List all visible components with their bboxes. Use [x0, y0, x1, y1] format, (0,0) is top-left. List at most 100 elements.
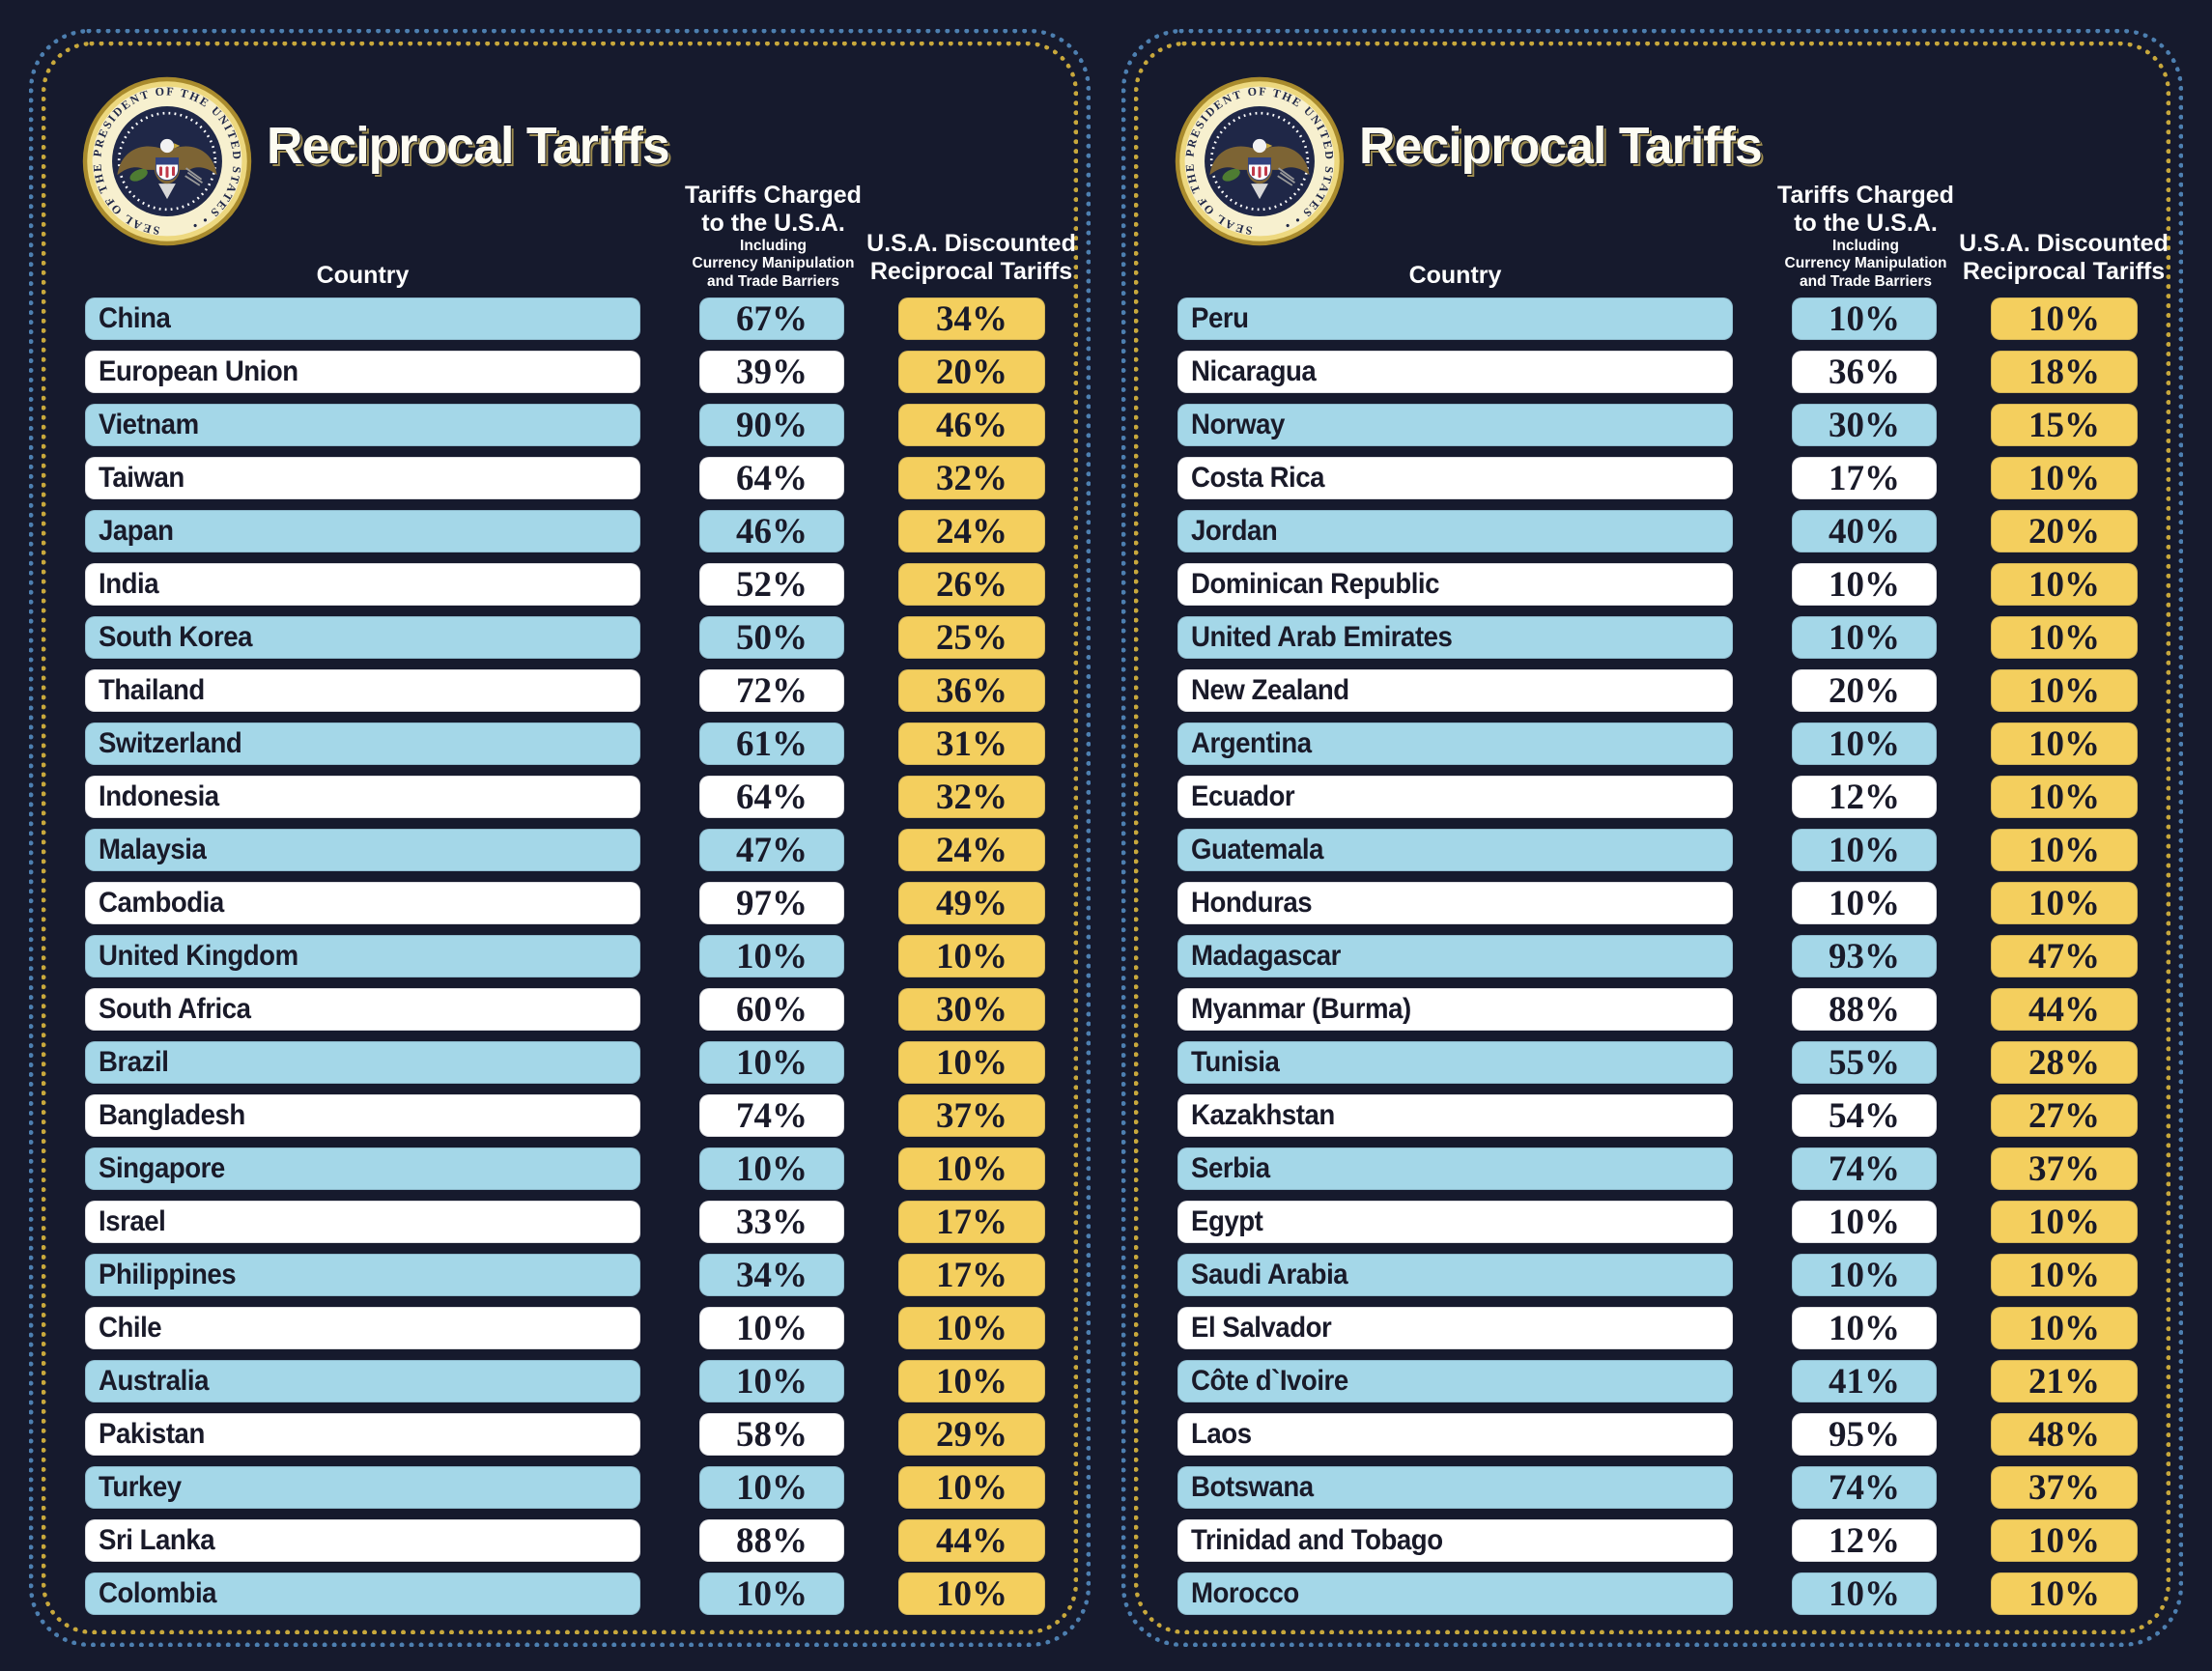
discounted-value-cell-label: 10% [2028, 617, 2100, 658]
charged-value-cell-label: 10% [736, 1308, 808, 1348]
country-cell: Côte d`Ivoire [1177, 1360, 1733, 1402]
charged-value-cell-label: 97% [736, 883, 808, 923]
country-cell-label: Ecuador [1191, 780, 1295, 812]
country-cell: United Arab Emirates [1177, 616, 1733, 659]
country-cell-label: Norway [1191, 409, 1285, 440]
charged-value-cell: 30% [1792, 404, 1937, 446]
table-row: Nicaragua 36% 18% [1177, 351, 2177, 393]
country-cell: Morocco [1177, 1572, 1733, 1615]
country-cell: New Zealand [1177, 669, 1733, 712]
country-cell-label: United Kingdom [99, 940, 298, 972]
discounted-value-cell-label: 10% [2028, 298, 2100, 339]
country-cell: Nicaragua [1177, 351, 1733, 393]
charged-value-cell-label: 74% [736, 1095, 808, 1136]
charged-value-cell: 34% [699, 1254, 844, 1296]
discounted-value-cell: 10% [1991, 1519, 2138, 1562]
discounted-value-cell: 21% [1991, 1360, 2138, 1402]
charged-value-cell-label: 72% [736, 670, 808, 711]
country-cell: Philippines [85, 1254, 640, 1296]
charged-value-cell: 61% [699, 722, 844, 765]
discounted-value-cell: 48% [1991, 1413, 2138, 1456]
table-row: United Kingdom 10% 10% [85, 935, 1085, 977]
discounted-value-cell-label: 46% [936, 405, 1007, 445]
discounted-value-cell: 44% [1991, 988, 2138, 1031]
discounted-value-cell: 10% [1991, 1572, 2138, 1615]
country-cell-label: El Salvador [1191, 1312, 1332, 1344]
charged-value-cell-label: 50% [736, 617, 808, 658]
charged-value-cell: 10% [1792, 1201, 1937, 1243]
table-row: Norway 30% 15% [1177, 404, 2177, 446]
column-header-discounted: U.S.A. Discounted Reciprocal Tariffs [1931, 230, 2197, 286]
tariff-panel-left: Reciprocal Tariffs Country Tariffs Charg… [29, 29, 1091, 1647]
discounted-value-cell-label: 20% [936, 352, 1007, 392]
country-cell-label: Singapore [99, 1152, 225, 1184]
country-cell: Norway [1177, 404, 1733, 446]
table-row: Cambodia 97% 49% [85, 882, 1085, 924]
discounted-value-cell-label: 25% [936, 617, 1007, 658]
discounted-value-cell: 27% [1991, 1094, 2138, 1137]
panel-border: Reciprocal Tariffs Country Tariffs Charg… [1134, 42, 2170, 1634]
discounted-value-cell-label: 10% [2028, 777, 2100, 817]
country-cell: China [85, 297, 640, 340]
country-cell-label: Cambodia [99, 887, 224, 919]
charged-value-cell: 40% [1792, 510, 1937, 552]
table-row: Tunisia 55% 28% [1177, 1041, 2177, 1084]
country-cell-label: Laos [1191, 1418, 1252, 1450]
discounted-value-cell: 32% [898, 457, 1045, 499]
table-row: Malaysia 47% 24% [85, 829, 1085, 871]
discounted-value-cell: 46% [898, 404, 1045, 446]
country-cell-label: India [99, 568, 159, 600]
table-row: Vietnam 90% 46% [85, 404, 1085, 446]
country-cell-label: Tunisia [1191, 1046, 1280, 1078]
country-cell-label: South Korea [99, 621, 253, 653]
charged-value-cell-label: 17% [1829, 458, 1900, 498]
charged-value-cell: 97% [699, 882, 844, 924]
column-header-charged: Tariffs Charged to the U.S.A. Including … [1762, 182, 1970, 291]
discounted-value-cell: 10% [898, 1041, 1045, 1084]
charged-value-cell: 10% [1792, 297, 1937, 340]
discounted-value-cell-label: 10% [936, 1361, 1007, 1402]
country-cell: Botswana [1177, 1466, 1733, 1509]
charged-value-cell-label: 64% [736, 458, 808, 498]
charged-value-cell-label: 52% [736, 564, 808, 605]
discounted-value-cell-label: 29% [936, 1414, 1007, 1455]
charged-value-cell: 10% [699, 935, 844, 977]
discounted-value-cell-label: 44% [2028, 989, 2100, 1030]
charged-value-cell-label: 88% [736, 1520, 808, 1561]
discounted-value-cell-label: 10% [2028, 458, 2100, 498]
discounted-value-cell: 10% [898, 1307, 1045, 1349]
charged-value-cell: 95% [1792, 1413, 1937, 1456]
charged-value-cell-label: 40% [1829, 511, 1900, 552]
country-cell: India [85, 563, 640, 606]
charged-value-cell-label: 30% [1829, 405, 1900, 445]
table-row: Kazakhstan 54% 27% [1177, 1094, 2177, 1137]
discounted-value-cell: 10% [1991, 1201, 2138, 1243]
discounted-value-cell: 10% [898, 1466, 1045, 1509]
table-row: Laos 95% 48% [1177, 1413, 2177, 1456]
country-cell-label: Vietnam [99, 409, 199, 440]
charged-value-cell-label: 36% [1829, 352, 1900, 392]
discounted-value-cell-label: 10% [2028, 1255, 2100, 1295]
table-row: India 52% 26% [85, 563, 1085, 606]
charged-value-cell-label: 10% [736, 1467, 808, 1508]
charged-value-cell-label: 10% [736, 1042, 808, 1083]
discounted-value-cell: 24% [898, 829, 1045, 871]
table-row: Serbia 74% 37% [1177, 1147, 2177, 1190]
country-cell: Singapore [85, 1147, 640, 1190]
discounted-value-cell-label: 20% [2028, 511, 2100, 552]
table-row: Madagascar 93% 47% [1177, 935, 2177, 977]
charged-value-cell: 10% [1792, 563, 1937, 606]
charged-value-cell-label: 67% [736, 298, 808, 339]
country-cell: Bangladesh [85, 1094, 640, 1137]
charged-value-cell: 10% [1792, 882, 1937, 924]
discounted-value-cell-label: 21% [2028, 1361, 2100, 1402]
charged-value-cell-label: 10% [1829, 830, 1900, 870]
table-row: Japan 46% 24% [85, 510, 1085, 552]
charged-value-cell: 10% [1792, 829, 1937, 871]
charged-header-sub1: Including [1832, 237, 1899, 254]
column-header-discounted: U.S.A. Discounted Reciprocal Tariffs [838, 230, 1104, 286]
country-cell-label: Colombia [99, 1577, 217, 1609]
table-row: Philippines 34% 17% [85, 1254, 1085, 1296]
country-cell: Madagascar [1177, 935, 1733, 977]
discounted-value-cell-label: 31% [936, 723, 1007, 764]
